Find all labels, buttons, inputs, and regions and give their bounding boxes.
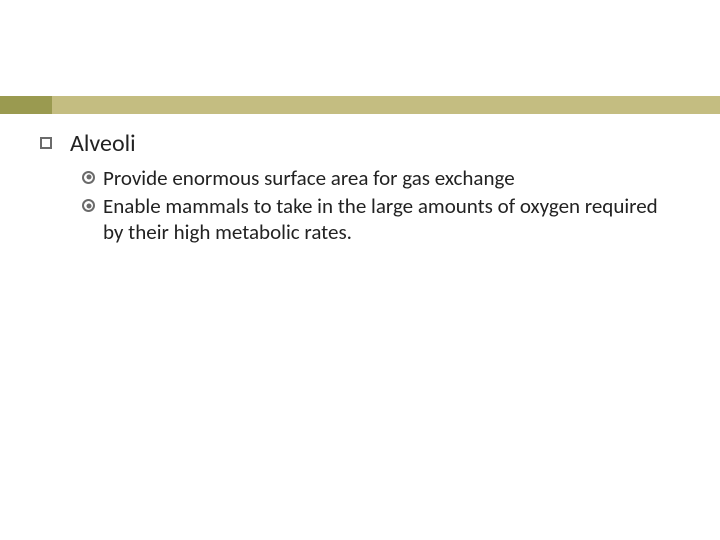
- accent-bar: [0, 96, 720, 114]
- accent-bar-left: [0, 96, 52, 114]
- list-item: Enable mammals to take in the large amou…: [82, 193, 680, 246]
- title-text: Alveoli: [70, 130, 136, 159]
- sub-list: Provide enormous surface area for gas ex…: [82, 165, 680, 246]
- sub-item-text: Provide enormous surface area for gas ex…: [103, 165, 515, 191]
- slide-content: Alveoli Provide enormous surface area fo…: [40, 130, 680, 248]
- dot-bullet-icon: [82, 171, 95, 184]
- title-row: Alveoli: [40, 130, 680, 159]
- list-item: Provide enormous surface area for gas ex…: [82, 165, 680, 191]
- dot-bullet-icon: [82, 199, 95, 212]
- sub-item-text: Enable mammals to take in the large amou…: [103, 193, 680, 246]
- square-bullet-icon: [40, 137, 52, 149]
- accent-bar-right: [52, 96, 720, 114]
